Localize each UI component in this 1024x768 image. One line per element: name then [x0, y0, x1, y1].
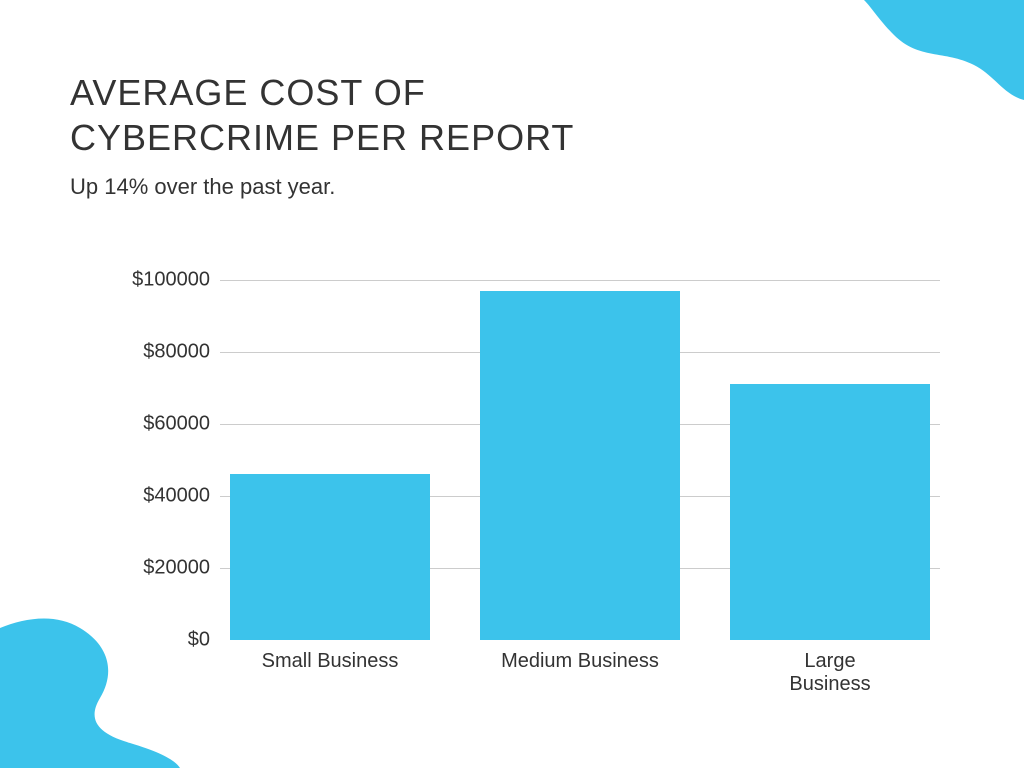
page-title: AVERAGE COST OF CYBERCRIME PER REPORT — [70, 70, 630, 160]
y-axis-label: $40000 — [100, 485, 210, 508]
y-axis-label: $100000 — [100, 269, 210, 292]
title-line-2: CYBERCRIME PER REPORT — [70, 117, 574, 158]
gridline — [220, 280, 940, 281]
title-line-1: AVERAGE COST OF — [70, 72, 426, 113]
bar — [480, 291, 680, 640]
cost-chart: $0$20000$40000$60000$80000$100000 Small … — [100, 280, 940, 680]
bar — [230, 474, 430, 640]
y-axis-label: $80000 — [100, 341, 210, 364]
bar — [730, 384, 930, 640]
plot-area — [220, 280, 940, 640]
x-axis-label: Medium Business — [501, 650, 659, 673]
y-axis-label: $0 — [100, 629, 210, 652]
y-axis-label: $60000 — [100, 413, 210, 436]
y-axis-label: $20000 — [100, 557, 210, 580]
page-subtitle: Up 14% over the past year. — [70, 174, 954, 200]
x-axis-label: Large Business — [775, 650, 885, 696]
x-axis-label: Small Business — [262, 650, 399, 673]
